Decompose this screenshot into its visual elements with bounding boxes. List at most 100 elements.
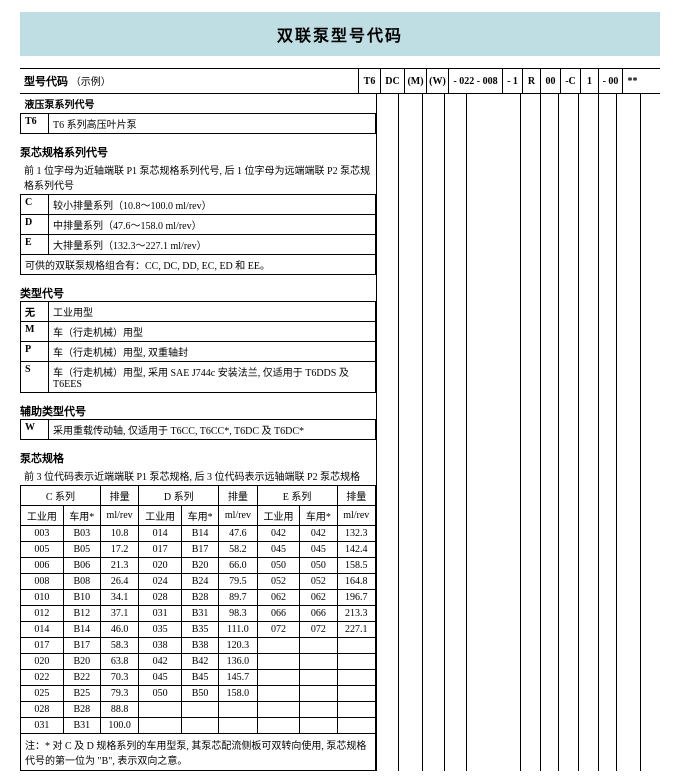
table-cell: 37.1 xyxy=(100,606,138,622)
table-cell xyxy=(300,638,337,654)
table-row: 010B1034.1028B2889.7062062196.7 xyxy=(21,590,376,606)
def-key: C xyxy=(21,195,49,215)
table-row: 008B0826.4024B2479.5052052164.8 xyxy=(21,574,376,590)
table-cell: 003 xyxy=(21,526,64,542)
section-header: 泵芯规格系列代号 xyxy=(20,144,376,160)
col-head: 车用* xyxy=(300,506,337,526)
table-cell: 045 xyxy=(257,542,300,558)
table-cell: 066 xyxy=(257,606,300,622)
table-cell: 89.7 xyxy=(219,590,257,606)
table-cell: 47.6 xyxy=(219,526,257,542)
code-cell: R xyxy=(522,69,540,93)
table-cell: 70.3 xyxy=(100,670,138,686)
def-val: 车（行走机械）用型, 采用 SAE J744c 安装法兰, 仅适用于 T6DDS… xyxy=(49,362,376,393)
section-header: 辅助类型代号 xyxy=(20,403,376,419)
col-head: ml/rev xyxy=(219,506,257,526)
table-cell: 017 xyxy=(21,638,64,654)
model-code-label-text: 型号代码 xyxy=(24,76,68,88)
table-cell: 21.3 xyxy=(100,558,138,574)
section-header: 类型代号 xyxy=(20,285,376,301)
table-cell: 028 xyxy=(139,590,182,606)
table-cell: 024 xyxy=(139,574,182,590)
section-header: 液压泵系列代号 xyxy=(21,94,376,114)
disp-footnote: 注：* 对 C 及 D 规格系列的车用型泵, 其泵芯配流侧板可双转向使用, 泵芯… xyxy=(20,734,376,771)
table-cell: B06 xyxy=(63,558,100,574)
table-cell xyxy=(300,718,337,734)
table-cell: 020 xyxy=(21,654,64,670)
table-cell: B20 xyxy=(182,558,219,574)
table-cell: B22 xyxy=(63,670,100,686)
col-head: ml/rev xyxy=(337,506,375,526)
def-key: W xyxy=(21,420,49,440)
table-cell xyxy=(300,702,337,718)
table-cell: 045 xyxy=(300,542,337,558)
table-row: 022B2270.3045B45145.7 xyxy=(21,670,376,686)
table-cell xyxy=(337,670,375,686)
cascade-step xyxy=(444,94,466,771)
table-cell: B38 xyxy=(182,638,219,654)
cascade-step xyxy=(558,94,578,771)
table-cell: B08 xyxy=(63,574,100,590)
table-cell: 031 xyxy=(21,718,64,734)
table-cell: B17 xyxy=(182,542,219,558)
table-cell: 072 xyxy=(300,622,337,638)
def-val: 工业用型 xyxy=(49,302,376,322)
cascade-step xyxy=(598,94,616,771)
table-cell: 062 xyxy=(300,590,337,606)
table-cell: 46.0 xyxy=(100,622,138,638)
series-head: C 系列 xyxy=(21,486,101,506)
table-cell: 164.8 xyxy=(337,574,375,590)
table-cell: 79.5 xyxy=(219,574,257,590)
table-cell: 014 xyxy=(21,622,64,638)
table-cell xyxy=(182,702,219,718)
series-head: 排量 xyxy=(100,486,138,506)
table-cell: B12 xyxy=(63,606,100,622)
table-cell: 045 xyxy=(139,670,182,686)
table-cell: 008 xyxy=(21,574,64,590)
table-cell xyxy=(257,654,300,670)
table-row: 028B2888.8 xyxy=(21,702,376,718)
table-cell xyxy=(337,686,375,702)
table-cell: 006 xyxy=(21,558,64,574)
code-cell: (M) xyxy=(404,69,426,93)
code-cell: (W) xyxy=(426,69,448,93)
cascade-step xyxy=(578,94,598,771)
table-cell: B45 xyxy=(182,670,219,686)
table-cell: 58.2 xyxy=(219,542,257,558)
def-val: 较小排量系列（10.8～100.0 ml/rev） xyxy=(49,195,376,215)
series-table: 液压泵系列代号 T6 T6 系列高压叶片泵 xyxy=(20,94,376,134)
table-cell: B42 xyxy=(182,654,219,670)
def-key: T6 xyxy=(21,114,49,134)
table-cell xyxy=(219,718,257,734)
series-head: 排量 xyxy=(337,486,375,506)
table-cell: 038 xyxy=(139,638,182,654)
combo-note: 可供的双联泵规格组合有：CC, DC, DD, EC, ED 和 EE。 xyxy=(21,255,376,275)
table-cell: 196.7 xyxy=(337,590,375,606)
table-cell: 062 xyxy=(257,590,300,606)
table-cell xyxy=(139,718,182,734)
def-val: 采用重载传动轴, 仅适用于 T6CC, T6CC*, T6DC 及 T6DC* xyxy=(49,420,376,440)
table-cell xyxy=(300,686,337,702)
code-cell: - 00 xyxy=(598,69,622,93)
table-cell: 022 xyxy=(21,670,64,686)
table-cell xyxy=(257,638,300,654)
table-cell xyxy=(219,702,257,718)
table-cell: 042 xyxy=(257,526,300,542)
table-cell xyxy=(337,654,375,670)
table-cell: 052 xyxy=(300,574,337,590)
cascade-step xyxy=(520,94,540,771)
table-row: 025B2579.3050B50158.0 xyxy=(21,686,376,702)
table-cell: 58.3 xyxy=(100,638,138,654)
table-cell: 88.8 xyxy=(100,702,138,718)
table-cell: 66.0 xyxy=(219,558,257,574)
table-cell: B25 xyxy=(63,686,100,702)
cascade-step xyxy=(466,94,520,771)
table-cell: 213.3 xyxy=(337,606,375,622)
table-cell: 005 xyxy=(21,542,64,558)
cascade-step xyxy=(540,94,558,771)
series-head: E 系列 xyxy=(257,486,337,506)
table-cell: 100.0 xyxy=(100,718,138,734)
code-cell: T6 xyxy=(358,69,380,93)
auxtype-table: W采用重载传动轴, 仅适用于 T6CC, T6CC*, T6DC 及 T6DC* xyxy=(20,419,376,440)
table-cell: B03 xyxy=(63,526,100,542)
